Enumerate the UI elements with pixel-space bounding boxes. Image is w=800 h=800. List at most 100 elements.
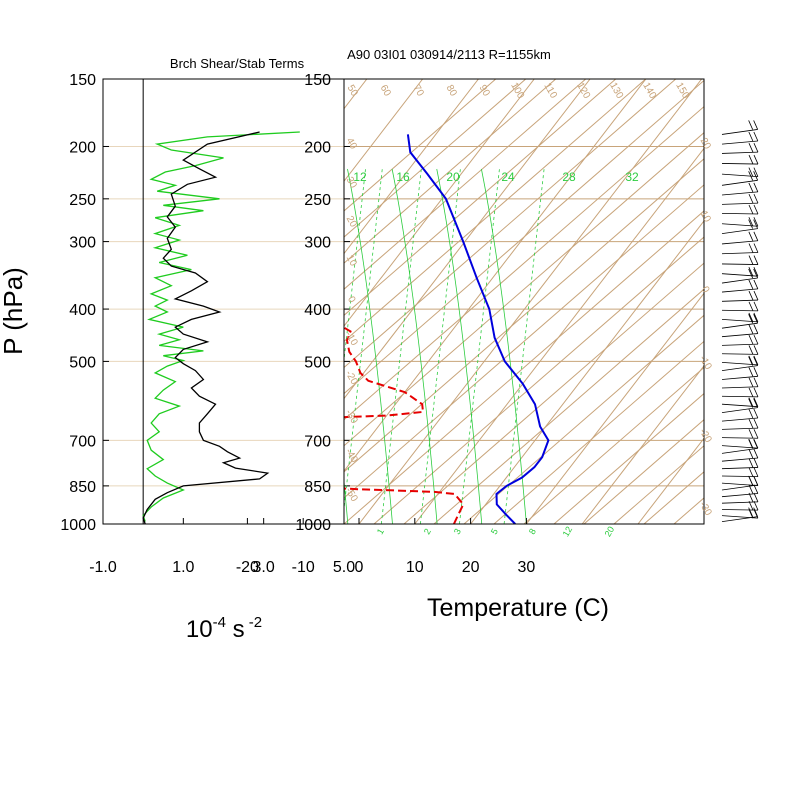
mixing-ratio-label: 32 [625,170,639,184]
wind-barb-feather [748,204,754,215]
wind-barb-feather [753,367,759,377]
wind-barb-shaft [721,445,758,449]
wind-barb-feather [748,367,754,377]
temperature-x-tick-label: 20 [462,559,480,576]
isotherm [344,79,424,182]
wind-barb-feather [753,500,759,511]
adiabat-left-label: -20 [343,369,360,387]
wind-barb-shaft [721,365,758,372]
shear-x-tick-label: 5.0 [333,559,355,576]
wind-barb-shaft [721,277,758,284]
wind-barb-feather [748,418,754,429]
wind-barb-feather [748,458,754,468]
wind-barb-feather [748,314,754,324]
wind-barb-shaft [721,482,758,487]
mixing-ratio-bottom-label: 2 [422,527,433,536]
dry-adiabat [344,79,557,264]
wind-barb-feather [748,439,754,449]
temperature-x-tick-label: 0 [355,559,364,576]
wind-barb-feather [753,301,759,312]
wind-barb-feather [748,131,754,142]
mixing-ratio-bottom-label: 20 [603,525,617,539]
y-tick-label-left: 400 [69,302,96,319]
wind-barb-shaft [721,395,759,398]
wind-barb-shaft [721,437,759,439]
wind-barb-feather [753,439,759,449]
wind-barb-shaft [721,240,758,245]
isotherm [344,79,479,255]
isotherm [637,437,704,524]
adiabat-left-label: 20 [344,214,359,230]
adiabat-top-label: 150 [673,81,691,101]
wind-barb-shaft [721,427,758,430]
temperature-x-tick-label: 30 [518,559,536,576]
dry-adiabat [553,392,704,524]
shear-stability-panel: 150 200 250 300 400 500 700 850 1000 -1.0 1.0 3.0 5.… [60,72,355,576]
wind-barb-feather [753,484,759,494]
wind-barb-shaft [721,140,758,145]
temperature-axis-label: Temperature (C) [427,594,609,622]
wind-barb-shaft [721,288,758,293]
adiabat-left-label: -10 [343,330,360,348]
wind-barb-shaft [721,173,758,178]
wind-barb-feather [753,219,759,229]
dry-adiabat [344,79,587,290]
wind-barb-feather [753,387,759,398]
adiabat-top-label: 60 [378,83,393,99]
wind-barb-feather [748,301,754,312]
dry-adiabat [344,79,527,238]
dry-adiabat [344,79,617,316]
wind-barb-shaft [721,516,758,523]
wind-barb-shaft [721,457,758,462]
wind-barb-feather [753,171,759,181]
wind-barb-shaft [721,191,758,196]
y-tick-label-right: 500 [304,354,331,371]
temperature-x-tick-label: 10 [406,559,424,576]
moist-adiabat [347,168,393,524]
wind-barb-shaft [721,223,758,227]
wind-barb-feather [748,398,754,408]
shear-x-tick-label: 3.0 [253,559,275,576]
wind-barb-shaft [721,263,759,265]
dry-adiabat [344,79,677,369]
adiabat-top-label: 70 [411,83,426,99]
adiabat-right-label: 10 [698,209,713,225]
dry-adiabat [613,445,704,524]
wind-barb-shaft [721,129,758,135]
wind-barb-shaft [721,509,759,511]
wind-barb-feather [748,324,754,334]
dry-adiabat [734,79,800,524]
mixing-ratio-label: 12 [353,170,367,184]
skewt-frame [343,78,705,525]
adiabat-top-label: 140 [640,81,658,101]
isotherm [0,79,255,524]
wind-barb-feather [748,387,754,398]
wind-barb-feather [748,217,754,227]
y-tick-label-right: 300 [304,235,331,252]
isotherm [414,147,704,524]
mixing-ratio-line [270,169,310,524]
wind-barb-shaft [721,417,758,422]
wind-barb-feather [753,418,759,429]
shear-black-curve [142,131,270,524]
wind-barb-shaft [721,322,758,329]
moist-adiabat [258,169,303,524]
y-tick-label-right: 250 [304,192,331,209]
mixing-ratio-label: 16 [396,170,410,184]
dry-adiabat [764,79,800,524]
wind-barb-shaft [721,299,758,302]
wind-barb-feather [753,324,759,334]
mixing-ratio-label: 24 [501,170,515,184]
mixing-ratio-label: 28 [562,170,576,184]
wind-barb-shaft [721,475,759,478]
wind-barb-feather [753,167,759,177]
isotherm [344,79,647,472]
wind-barb-feather [753,314,759,324]
wind-barb-shaft [721,407,758,414]
wind-barb-feather [748,120,754,130]
adiabat-left-label: 0 [345,295,358,306]
wind-barb-shaft [721,343,758,346]
wind-barb-feather [753,475,759,486]
